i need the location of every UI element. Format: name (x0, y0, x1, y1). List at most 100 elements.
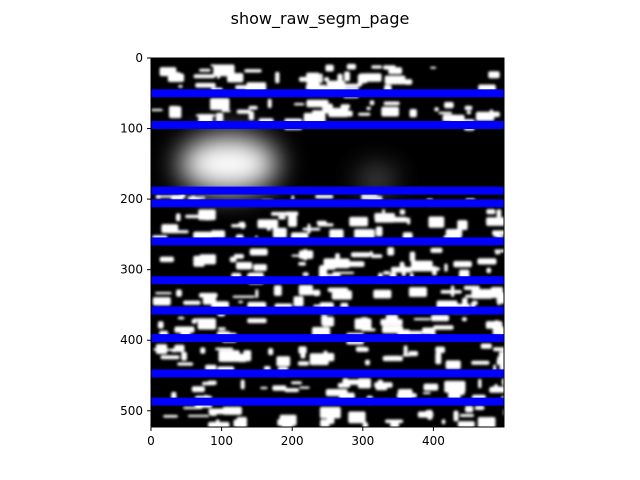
text-stroke (235, 85, 248, 90)
text-stroke (314, 101, 327, 107)
bright-blob (359, 168, 395, 190)
text-stroke (495, 235, 504, 238)
text-stroke (329, 229, 344, 239)
text-stroke (496, 209, 502, 218)
text-stroke (493, 347, 504, 352)
text-stroke (174, 344, 185, 352)
text-stroke (340, 104, 351, 109)
segmentation-line (151, 237, 504, 246)
segmentation-line (151, 199, 504, 208)
text-stroke (244, 69, 262, 73)
text-stroke (205, 297, 211, 301)
text-stroke (422, 327, 435, 335)
text-stroke (471, 289, 493, 299)
text-stroke (489, 387, 504, 393)
text-stroke (465, 405, 474, 413)
y-axis: 0 100 200 300 400 500 (120, 51, 151, 418)
text-stroke (199, 254, 216, 258)
text-stroke (195, 82, 216, 88)
text-stroke (324, 77, 330, 82)
text-stroke (466, 110, 472, 115)
text-stroke (293, 103, 305, 106)
text-stroke (319, 73, 323, 84)
text-stroke (288, 215, 297, 227)
text-stroke (159, 67, 177, 77)
text-stroke (203, 213, 212, 221)
text-stroke (347, 110, 353, 117)
text-stroke (218, 350, 240, 362)
text-stroke (317, 223, 334, 227)
text-stroke (155, 194, 161, 199)
text-stroke (457, 421, 475, 427)
text-stroke (357, 74, 363, 87)
text-stroke (215, 347, 234, 351)
y-tick-label: 100 (120, 122, 143, 136)
text-stroke (320, 419, 330, 427)
segmentation-line (151, 121, 504, 129)
text-stroke (202, 381, 215, 386)
text-stroke (200, 347, 206, 354)
text-stroke (155, 292, 172, 295)
text-stroke (380, 319, 403, 326)
text-stroke (438, 111, 452, 115)
text-stroke (267, 98, 272, 109)
text-stroke (501, 378, 504, 386)
segmentation-line (151, 397, 504, 406)
text-stroke (353, 415, 357, 422)
text-stroke (298, 346, 307, 354)
text-stroke (273, 285, 282, 296)
text-stroke (293, 296, 304, 307)
text-stroke (461, 317, 467, 322)
text-stroke (475, 111, 495, 121)
text-stroke (174, 326, 195, 333)
text-stroke (210, 98, 230, 110)
text-stroke (433, 325, 454, 330)
text-stroke (191, 319, 197, 324)
text-stroke (197, 318, 216, 330)
text-stroke (217, 327, 226, 331)
text-stroke (328, 107, 349, 118)
segmentation-line (151, 186, 504, 195)
text-stroke (391, 266, 412, 273)
text-stroke (366, 106, 371, 111)
text-stroke (365, 359, 370, 366)
text-stroke (152, 297, 171, 306)
text-stroke (210, 64, 215, 67)
text-stroke (383, 101, 400, 106)
text-stroke (459, 414, 475, 417)
text-stroke (151, 108, 163, 112)
text-stroke (176, 289, 182, 297)
text-stroke (187, 196, 206, 200)
text-stroke (253, 264, 267, 271)
text-stroke (187, 414, 210, 417)
text-stroke (358, 112, 371, 116)
text-stroke (354, 229, 375, 239)
text-stroke (208, 421, 230, 427)
text-stroke (478, 378, 482, 389)
text-stroke (375, 226, 383, 237)
text-stroke (477, 417, 496, 427)
text-stroke (166, 230, 189, 234)
text-stroke (238, 300, 244, 304)
text-stroke (490, 111, 500, 117)
text-stroke (221, 109, 231, 113)
text-stroke (272, 227, 287, 238)
text-stroke (440, 290, 462, 294)
text-stroke (278, 215, 286, 220)
text-stroke (503, 409, 504, 416)
text-stroke (298, 262, 306, 266)
bright-blob (179, 135, 279, 192)
text-stroke (388, 67, 403, 75)
text-stroke (444, 263, 448, 272)
text-stroke (346, 63, 356, 70)
text-stroke (490, 287, 504, 298)
x-tick-label: 0 (147, 434, 155, 448)
text-stroke (191, 386, 205, 393)
text-stroke (325, 64, 334, 72)
segmentation-line (151, 306, 504, 315)
text-stroke (346, 261, 365, 267)
text-stroke (390, 422, 399, 427)
text-stroke (268, 348, 274, 356)
text-stroke (441, 419, 446, 425)
text-stroke (313, 289, 321, 296)
